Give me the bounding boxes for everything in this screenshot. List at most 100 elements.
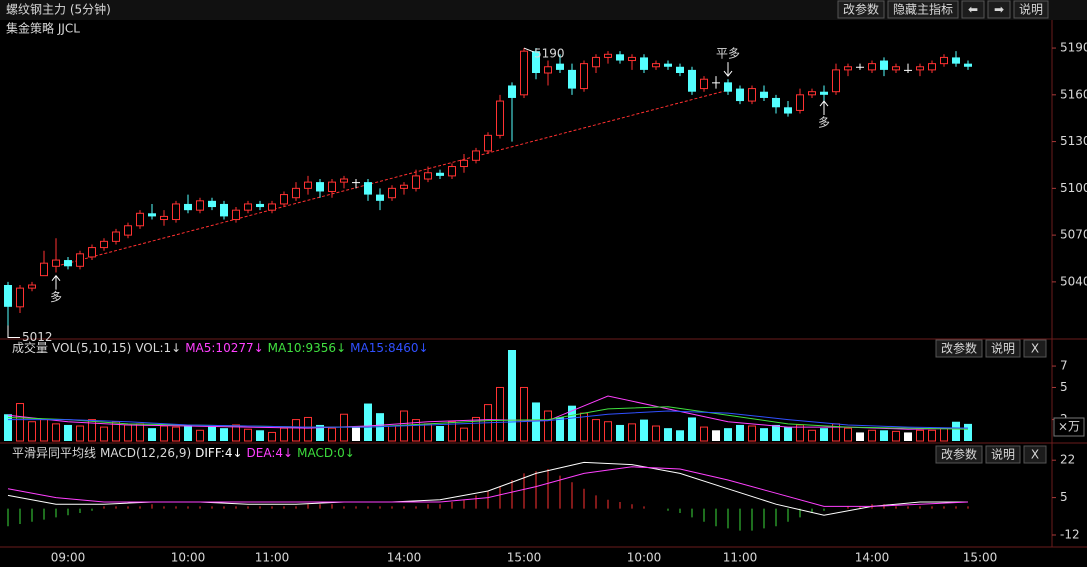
- volume-bar: [88, 419, 96, 442]
- button-frame[interactable]: [1013, 0, 1049, 19]
- button-frame[interactable]: [961, 0, 985, 19]
- volume-bar: [808, 429, 816, 442]
- button-frame[interactable]: [1023, 339, 1047, 358]
- candle-body: [616, 54, 624, 61]
- candle-body: [280, 194, 288, 205]
- volume-bar: [700, 426, 708, 442]
- button-label[interactable]: ➡: [994, 3, 1004, 17]
- extreme-label: 5012: [22, 330, 53, 344]
- volume-bar: [664, 428, 672, 441]
- button-label[interactable]: 说明: [1019, 2, 1043, 17]
- button-label[interactable]: 说明: [991, 341, 1015, 356]
- button[interactable]: X: [1023, 445, 1047, 464]
- button-frame[interactable]: [985, 445, 1021, 464]
- candle-body: [904, 69, 912, 71]
- candle-body: [952, 57, 960, 64]
- button-frame[interactable]: [935, 339, 983, 358]
- candle-body: [364, 182, 372, 195]
- button-label[interactable]: 改参数: [843, 2, 879, 17]
- button-frame[interactable]: [987, 0, 1011, 19]
- volume-bar: [856, 432, 864, 441]
- button-frame[interactable]: [985, 339, 1021, 358]
- button-label[interactable]: 隐藏主指标: [893, 2, 953, 17]
- button-frame[interactable]: [887, 0, 959, 19]
- button[interactable]: 改参数: [935, 445, 983, 464]
- button-frame[interactable]: [935, 445, 983, 464]
- volume-bar: [388, 425, 396, 442]
- trend-line: [55, 89, 729, 267]
- candle-body: [184, 203, 192, 211]
- button[interactable]: 改参数: [837, 0, 885, 19]
- volume-bar: [208, 426, 216, 441]
- extreme-marker: [7, 325, 20, 339]
- volume-bar: [712, 430, 720, 441]
- button-label[interactable]: X: [1031, 448, 1039, 462]
- volume-bar: [124, 424, 132, 442]
- candle-body: [400, 184, 408, 189]
- volume-bar: [628, 423, 636, 442]
- volume-bar: [928, 429, 936, 442]
- candle-body: [112, 231, 120, 242]
- button[interactable]: 隐藏主指标: [887, 0, 959, 19]
- volume-bar: [592, 419, 600, 442]
- volume-bar: [820, 428, 828, 441]
- candle-body: [328, 181, 336, 192]
- button[interactable]: ⬅: [961, 0, 985, 19]
- candle-body: [724, 82, 732, 92]
- volume-bar: [676, 430, 684, 441]
- candle-body: [700, 78, 708, 90]
- candle-body: [424, 172, 432, 180]
- volume-bar: [412, 419, 420, 442]
- button-frame[interactable]: [837, 0, 885, 19]
- button[interactable]: 改参数: [935, 339, 983, 358]
- signal-arrow: [51, 274, 61, 290]
- volume-bar: [160, 425, 168, 442]
- button-frame[interactable]: [1023, 445, 1047, 464]
- volume-bar: [76, 425, 84, 442]
- panel-legend: 成交量 VOL(5,10,15) VOL:1↓ MA5:10277↓ MA10:9356…: [12, 340, 429, 355]
- volume-bar: [256, 430, 264, 441]
- volume-bar: [544, 410, 552, 442]
- volume-bar: [100, 426, 108, 442]
- x-tick-label: 11:00: [255, 551, 290, 565]
- button[interactable]: X: [1023, 339, 1047, 358]
- candle-body: [568, 69, 576, 89]
- top-bar: [0, 0, 1087, 20]
- button-label[interactable]: ⬅: [968, 3, 978, 17]
- volume-bar: [280, 427, 288, 442]
- button-label[interactable]: X: [1031, 342, 1039, 356]
- button[interactable]: 说明: [985, 339, 1021, 358]
- y-tick-label: 5190: [1060, 41, 1087, 55]
- panel-legend: 平滑异同平均线 MACD(12,26,9) DIFF:4↓ DEA:4↓ MACD:0↓: [12, 446, 355, 460]
- volume-bar: [136, 423, 144, 442]
- candle-body: [76, 253, 84, 267]
- volume-bar: [940, 427, 948, 442]
- button[interactable]: 说明: [1013, 0, 1049, 19]
- x-tick-label: 15:00: [963, 551, 998, 565]
- extreme-label: 5190: [534, 47, 565, 61]
- volume-bar: [916, 429, 924, 442]
- candle-body: [844, 66, 852, 71]
- y-tick-label: 5: [1060, 490, 1068, 504]
- candle-body: [580, 63, 588, 90]
- button[interactable]: ➡: [987, 0, 1011, 19]
- volume-bar: [184, 424, 192, 441]
- volume-bar: [16, 403, 24, 442]
- button-label[interactable]: 说明: [991, 447, 1015, 462]
- button-label[interactable]: 改参数: [941, 341, 977, 356]
- candle-body: [748, 88, 756, 102]
- y-tick-label: 22: [1060, 453, 1075, 467]
- signal-label: 平多: [716, 47, 740, 61]
- y-tick-label: 5160: [1060, 87, 1087, 101]
- candle-body: [136, 212, 144, 227]
- legend-item: DEA:4↓: [247, 446, 294, 460]
- button-label[interactable]: 改参数: [941, 447, 977, 462]
- candle-body: [340, 178, 348, 183]
- candle-body: [292, 187, 300, 199]
- candle-body: [664, 63, 672, 67]
- volume-bar: [148, 428, 156, 441]
- indicator-line: [8, 410, 969, 429]
- button[interactable]: 说明: [985, 445, 1021, 464]
- volume-bar: [892, 430, 900, 442]
